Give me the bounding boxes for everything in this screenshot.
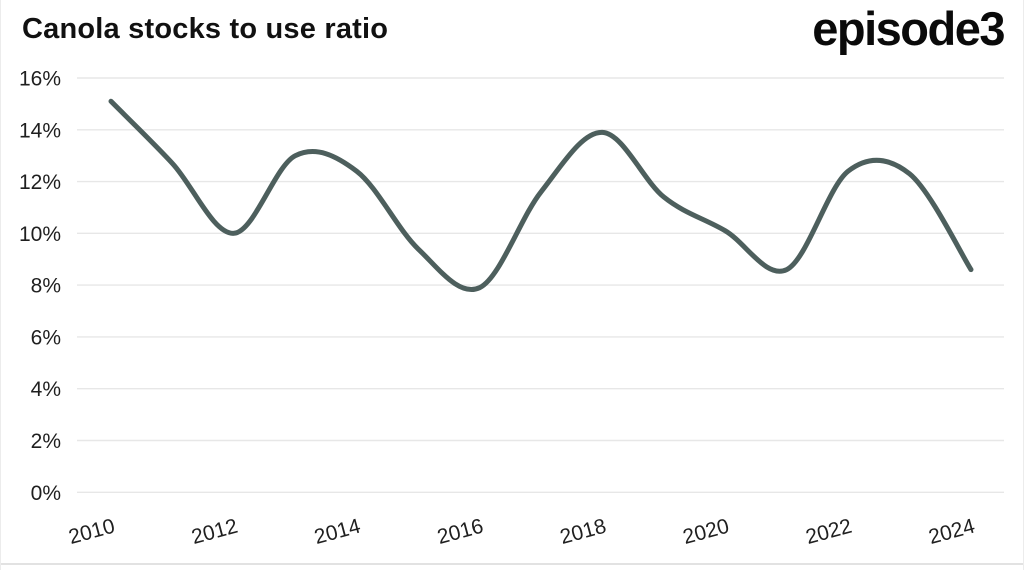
bottom-divider bbox=[1, 563, 1023, 565]
data-line bbox=[108, 98, 974, 292]
y-axis-tick-label: 16% bbox=[19, 68, 61, 91]
y-axis-tick-label: 8% bbox=[31, 275, 61, 298]
x-axis-tick-label: 2022 bbox=[803, 515, 854, 549]
y-axis-tick-label: 10% bbox=[19, 223, 61, 246]
y-axis-tick-label: 6% bbox=[31, 326, 61, 349]
x-axis-tick-label: 2010 bbox=[66, 515, 117, 549]
x-axis-tick-label: 2014 bbox=[312, 515, 363, 549]
x-axis-tick-label: 2024 bbox=[926, 515, 977, 549]
y-axis-tick-label: 12% bbox=[19, 171, 61, 194]
x-axis-tick-label: 2012 bbox=[189, 515, 240, 549]
x-axis-tick-label: 2016 bbox=[435, 515, 486, 549]
x-axis-tick-label: 2018 bbox=[558, 515, 609, 549]
y-axis-tick-label: 4% bbox=[31, 378, 61, 401]
y-axis-tick-label: 2% bbox=[31, 430, 61, 453]
brand-logo: episode3 bbox=[812, 2, 1005, 55]
y-axis-tick-label: 0% bbox=[31, 482, 61, 505]
x-axis-tick-label: 2020 bbox=[681, 515, 732, 549]
y-axis-tick-label: 14% bbox=[19, 119, 61, 142]
chart-title: Canola stocks to use ratio bbox=[22, 13, 389, 45]
